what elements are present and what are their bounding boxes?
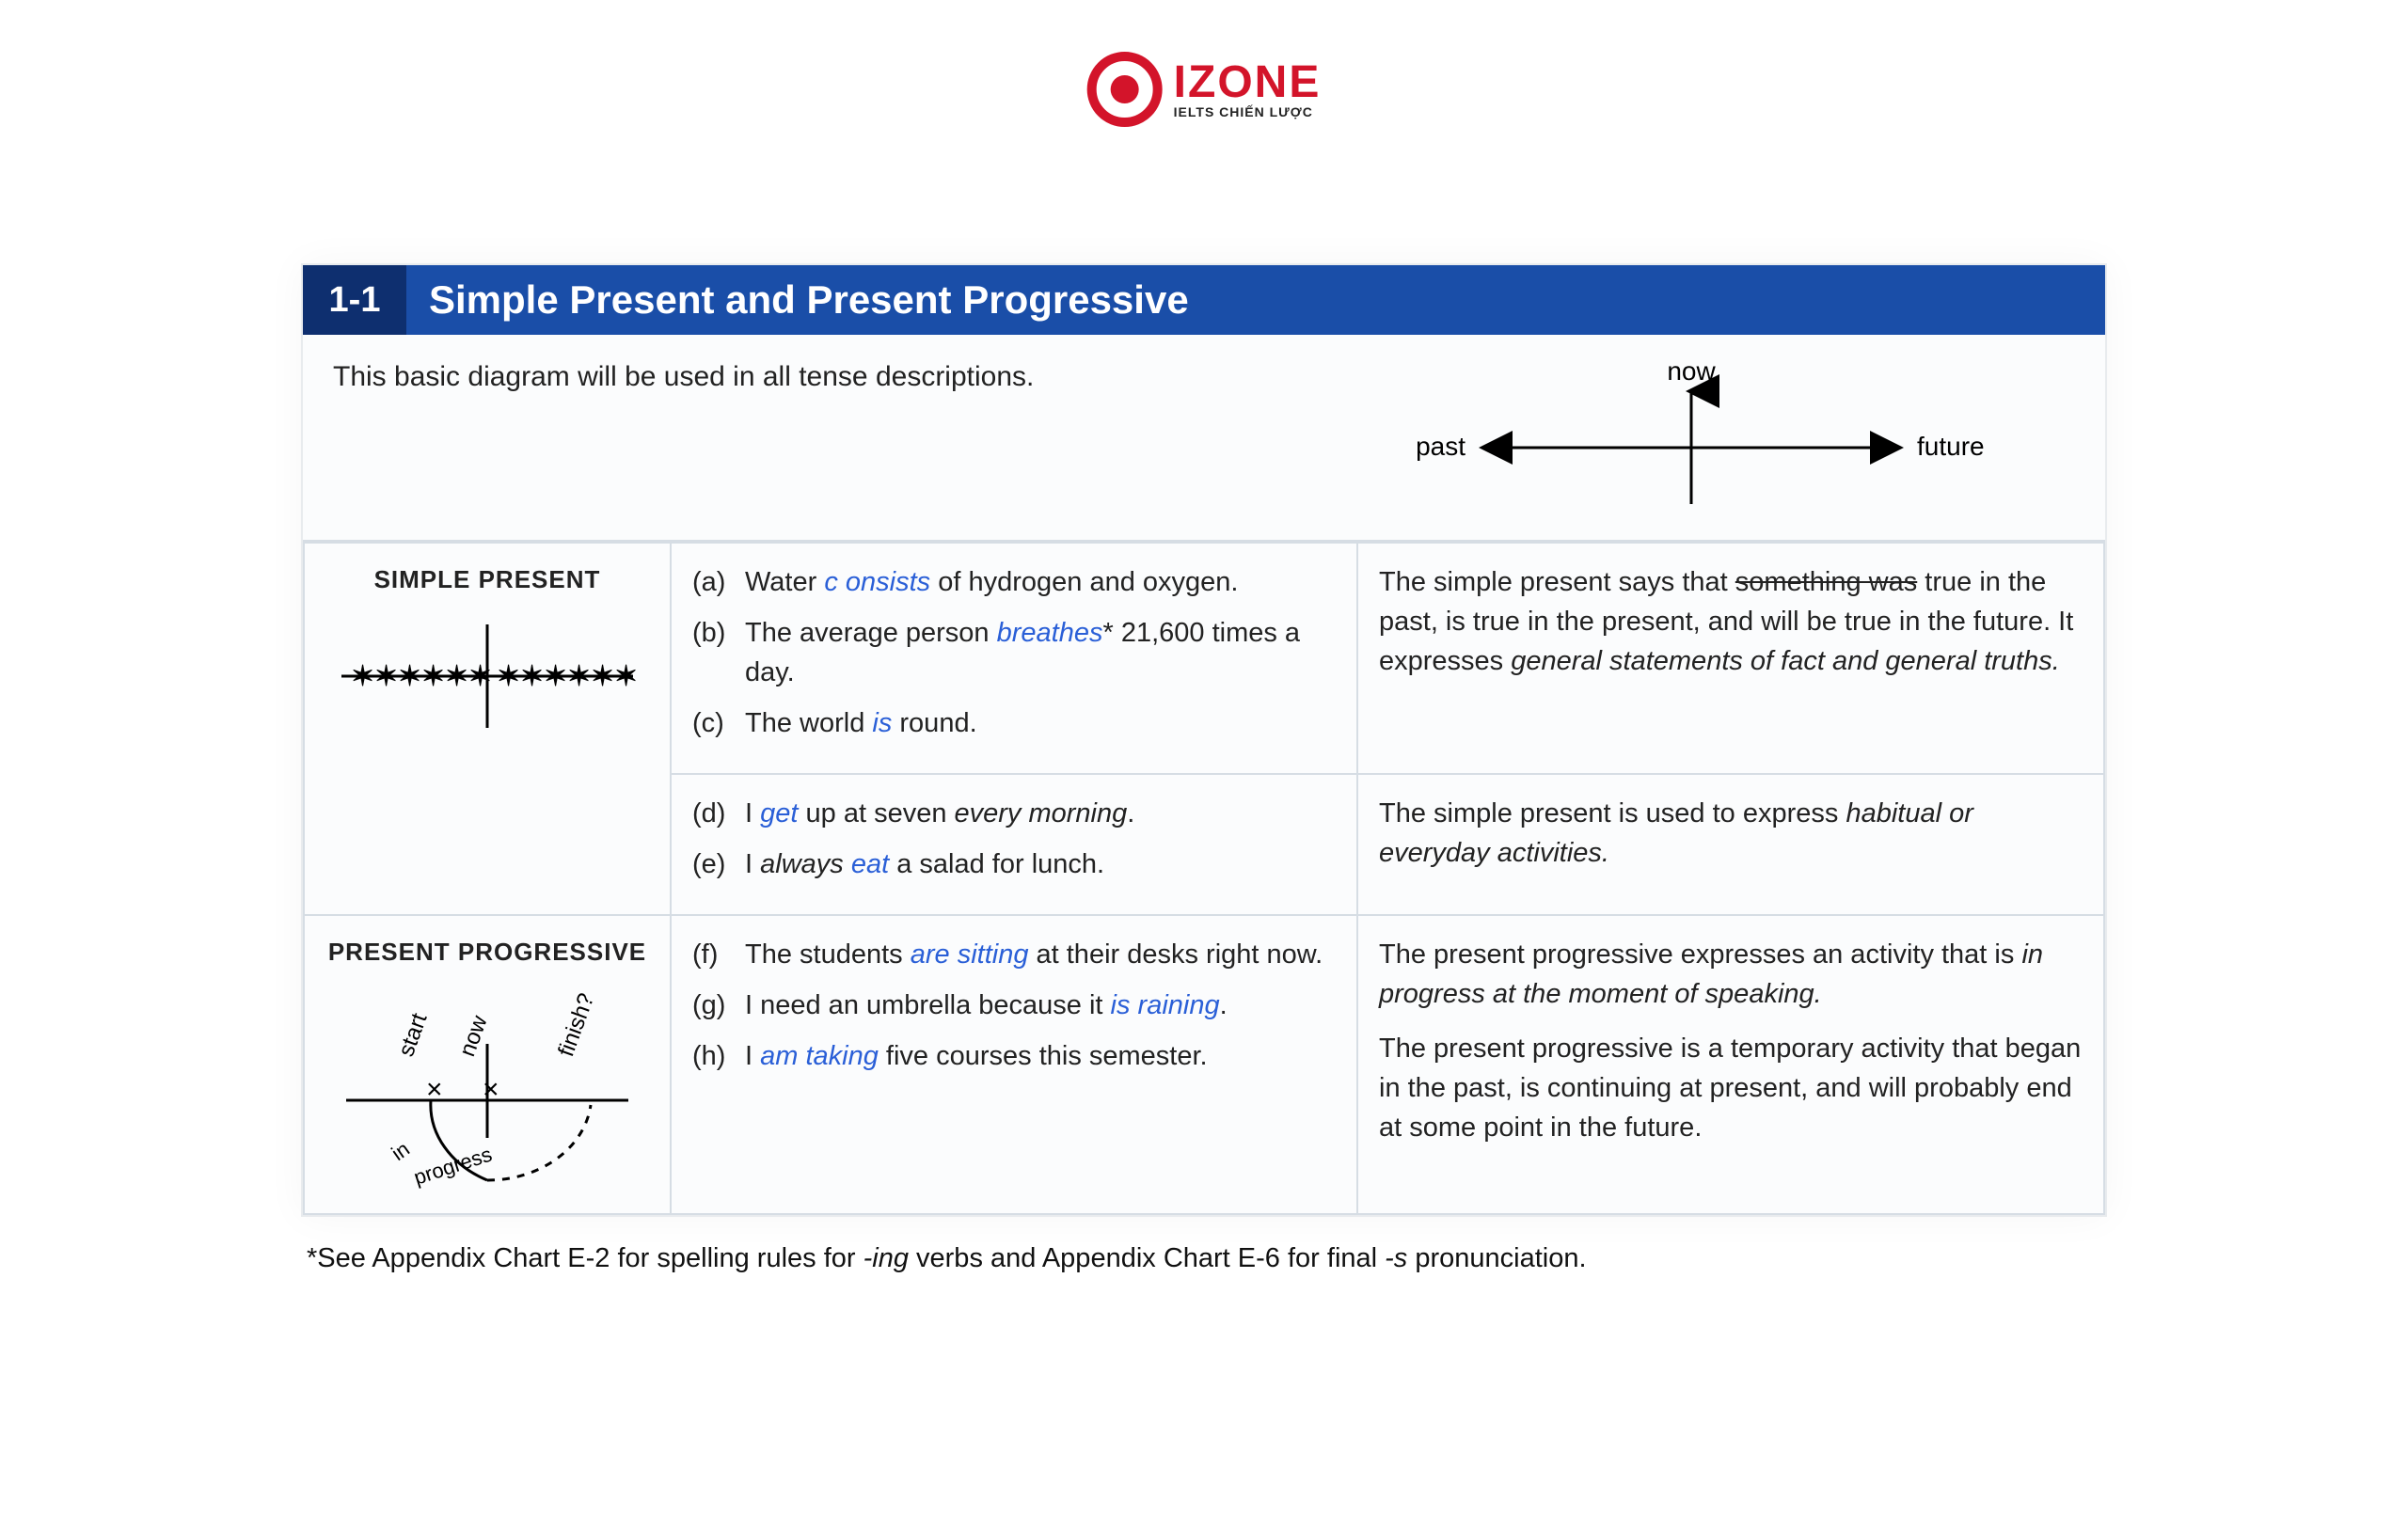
svg-text:×: × (426, 1074, 443, 1105)
svg-text:✶: ✶ (591, 661, 614, 692)
grammar-table: SIMPLE PRESENT ✶✶✶ ✶✶✶ ✶✶✶ ✶✶✶ (303, 542, 2105, 1215)
svg-text:✶: ✶ (351, 661, 374, 692)
svg-text:✶: ✶ (421, 661, 445, 692)
intro-text: This basic diagram will be used in all t… (303, 335, 1409, 540)
svg-text:✶: ✶ (398, 661, 421, 692)
svg-text:×: × (483, 1074, 499, 1105)
sp-examples-2: (d) I get up at seven every morning. (e)… (671, 774, 1357, 915)
svg-text:✶: ✶ (567, 661, 591, 692)
document-page: 1-1 Simple Present and Present Progressi… (301, 263, 2107, 1274)
svg-text:✶: ✶ (497, 661, 520, 692)
svg-text:progress: progress (411, 1142, 495, 1189)
sp-explain-2: The simple present is used to express ha… (1357, 774, 2104, 915)
svg-text:✶: ✶ (614, 661, 638, 692)
present-progressive-diagram-icon: × × start now finish? in progress (327, 987, 647, 1194)
timeline-now-label: now (1667, 356, 1716, 386)
pp-explain: The present progressive expresses an act… (1357, 915, 2104, 1214)
logo-subtitle: IELTS CHIẾN LƯỢC (1174, 105, 1322, 118)
svg-text:✶: ✶ (374, 661, 398, 692)
brand-logo: IZONE IELTS CHIẾN LƯỢC (1087, 52, 1322, 127)
timeline-future-label: future (1917, 432, 1985, 461)
svg-text:✶: ✶ (445, 661, 468, 692)
simple-present-label-cell: SIMPLE PRESENT ✶✶✶ ✶✶✶ ✶✶✶ ✶✶✶ (304, 543, 671, 915)
present-progressive-label-cell: PRESENT PROGRESSIVE × × start now finish… (304, 915, 671, 1214)
svg-text:finish?: finish? (553, 990, 599, 1060)
intro-row: This basic diagram will be used in all t… (303, 335, 2105, 542)
footnote: *See Appendix Chart E-2 for spelling rul… (301, 1243, 2107, 1274)
section-title: Simple Present and Present Progressive (429, 277, 1189, 323)
section-banner: 1-1 Simple Present and Present Progressi… (303, 265, 2105, 335)
pp-examples: (f) The students are sitting at their de… (671, 915, 1357, 1214)
svg-text:✶: ✶ (544, 661, 567, 692)
sp-explain-1: The simple present says that something w… (1357, 543, 2104, 774)
table-row: PRESENT PROGRESSIVE × × start now finish… (304, 915, 2104, 1214)
svg-text:✶: ✶ (520, 661, 544, 692)
timeline-diagram: now past future (1409, 335, 2105, 540)
table-row: SIMPLE PRESENT ✶✶✶ ✶✶✶ ✶✶✶ ✶✶✶ (304, 543, 2104, 774)
logo-title: IZONE (1174, 60, 1322, 105)
timeline-past-label: past (1416, 432, 1465, 461)
sp-examples-1: (a) Water c onsists of hydrogen and oxyg… (671, 543, 1357, 774)
logo-mark-icon (1087, 52, 1163, 127)
section-number: 1-1 (303, 265, 406, 335)
svg-text:✶: ✶ (468, 661, 492, 692)
content-frame: 1-1 Simple Present and Present Progressi… (301, 263, 2107, 1217)
present-progressive-label: PRESENT PROGRESSIVE (325, 935, 649, 971)
svg-text:start: start (393, 1010, 432, 1060)
simple-present-diagram-icon: ✶✶✶ ✶✶✶ ✶✶✶ ✶✶✶ (332, 615, 642, 737)
simple-present-label: SIMPLE PRESENT (325, 562, 649, 598)
svg-text:in: in (388, 1137, 414, 1165)
